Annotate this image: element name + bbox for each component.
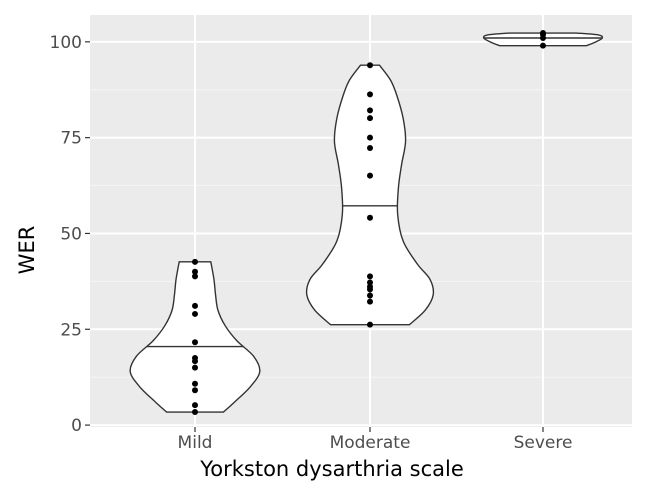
data-point — [367, 279, 373, 286]
y-axis: 0 25 50 75 100 — [50, 33, 90, 436]
data-point — [192, 273, 198, 280]
x-axis-title: Yorkston dysarthria scale — [199, 457, 464, 481]
x-tick-label: Mild — [178, 433, 213, 453]
data-point — [367, 283, 373, 290]
y-tick-label: 25 — [60, 320, 82, 340]
data-point — [192, 339, 198, 346]
data-point — [367, 115, 373, 122]
violins — [129, 32, 604, 413]
data-point — [192, 402, 198, 409]
y-tick-label: 50 — [60, 224, 82, 244]
data-point — [367, 134, 373, 141]
violin-moderate — [305, 64, 435, 326]
y-axis-title: WER — [15, 226, 39, 275]
y-tick-label: 0 — [71, 416, 82, 436]
data-point — [367, 214, 373, 221]
y-tick-label: 100 — [50, 33, 82, 53]
data-point — [192, 387, 198, 394]
x-axis: Mild Moderate Severe — [178, 427, 573, 453]
data-point — [367, 321, 373, 328]
data-point — [192, 409, 198, 416]
data-point — [367, 298, 373, 305]
data-point — [367, 172, 373, 179]
data-point — [540, 30, 546, 37]
data-point — [540, 42, 546, 49]
y-tick-label: 75 — [60, 129, 82, 149]
data-point — [367, 292, 373, 299]
data-points — [192, 30, 546, 416]
x-tick-label: Severe — [514, 433, 573, 453]
data-point — [192, 302, 198, 309]
data-point — [367, 273, 373, 280]
x-tick-label: Moderate — [330, 433, 411, 453]
data-point — [367, 107, 373, 114]
data-point — [192, 355, 198, 362]
violin-mild — [129, 261, 261, 413]
data-point — [192, 268, 198, 275]
data-point — [192, 380, 198, 387]
data-point — [192, 258, 198, 265]
data-point — [367, 62, 373, 69]
data-point — [192, 310, 198, 317]
data-point — [367, 144, 373, 151]
data-point — [192, 364, 198, 371]
data-point — [367, 91, 373, 98]
